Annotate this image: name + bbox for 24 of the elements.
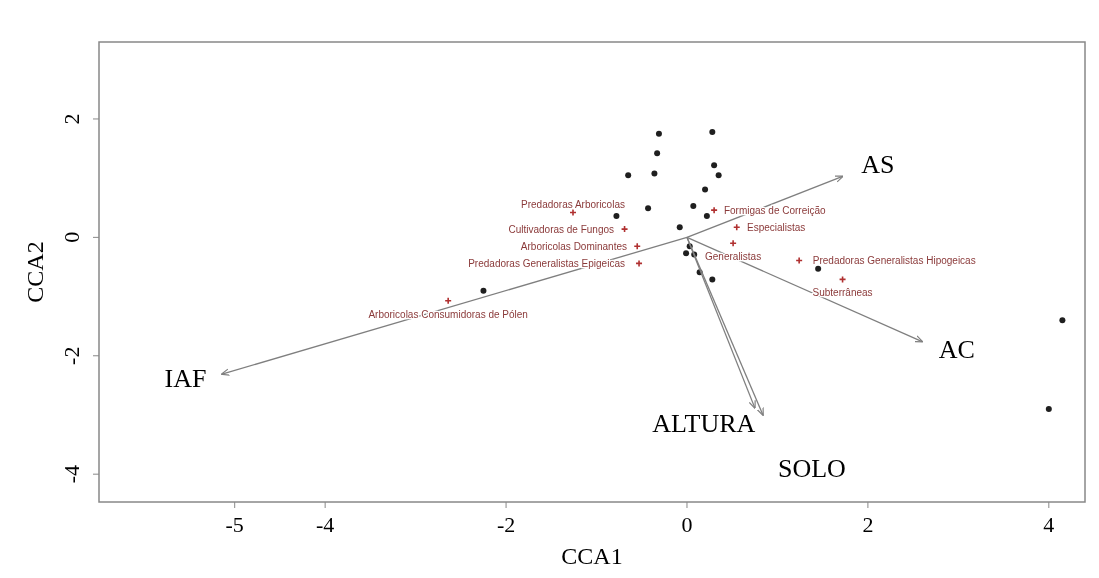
series-label: AS xyxy=(861,149,895,179)
annotation: Predadoras Arboricolas xyxy=(521,198,625,210)
y-tick-label: -2 xyxy=(59,346,84,365)
y-tick-label: 0 xyxy=(59,231,84,243)
series-label: IAF xyxy=(164,364,207,394)
annotation: Subterrâneas xyxy=(812,287,873,299)
y-tick-label: -4 xyxy=(59,465,84,484)
x-tick-label: -2 xyxy=(496,512,516,537)
series-label: SOLO xyxy=(777,453,846,483)
series-label: ALTURA xyxy=(652,409,756,438)
y-tick-label: 2 xyxy=(59,113,84,125)
x-tick-label: -4 xyxy=(315,512,335,537)
x-tick-label: 0 xyxy=(681,512,693,537)
annotation: Arboricolas Consumidoras de Pólen xyxy=(368,308,528,320)
annotation: Especialistas xyxy=(747,222,806,234)
annotation: Arboricolas Dominantes xyxy=(520,241,628,253)
y-axis-title: CCA2 xyxy=(22,241,48,303)
x-tick-label: -5 xyxy=(225,512,244,537)
x-axis-title: CCA1 xyxy=(561,543,623,569)
x-tick-label: 2 xyxy=(862,512,874,537)
x-tick-label: 4 xyxy=(1043,512,1055,537)
series-label: AC xyxy=(938,335,975,365)
annotation: Cultivadoras de Fungos xyxy=(508,224,615,236)
annotation: Predadoras Generalistas Hipogeicas xyxy=(812,255,976,267)
